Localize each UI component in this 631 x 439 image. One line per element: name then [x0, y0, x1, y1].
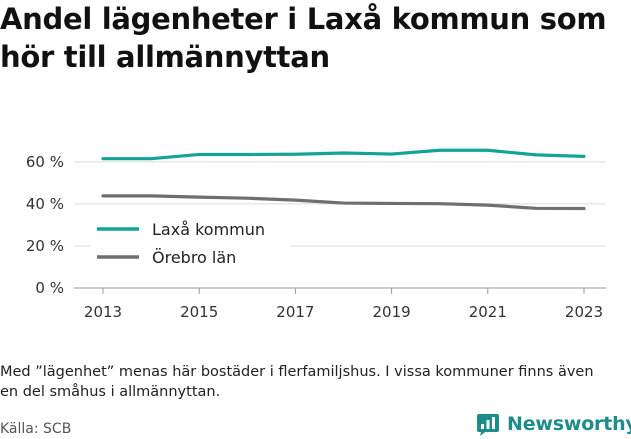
- brand-name: Newsworthy: [507, 413, 631, 435]
- chart-note: Med ”lägenhet” menas här bostäder i fler…: [0, 364, 594, 400]
- legend-background: [90, 215, 290, 273]
- legend: Laxå kommun Örebro län: [90, 215, 290, 273]
- x-axis: 2013 2015 2017 2019 2021 2023: [84, 288, 603, 321]
- y-tick-label: 40 %: [26, 195, 64, 213]
- chart-title: Andel lägenheter i Laxå kommun som hör t…: [0, 2, 607, 74]
- line-chart: 0 % 20 % 40 % 60 % 2013 2015 2017 2019 2021 2023…: [26, 148, 606, 321]
- x-tick-label: 2021: [469, 303, 507, 321]
- series-line-1: [101, 194, 586, 211]
- x-tick-label: 2015: [180, 303, 218, 321]
- bar-chart-logo-icon: [477, 414, 499, 436]
- legend-label: Örebro län: [152, 248, 236, 267]
- y-tick-label: 60 %: [26, 153, 64, 171]
- x-tick-label: 2013: [84, 303, 122, 321]
- source-label: Källa: SCB: [0, 421, 72, 437]
- x-tick-label: 2019: [373, 303, 411, 321]
- y-axis-ticks: 0 % 20 % 40 % 60 %: [26, 153, 64, 297]
- y-tick-label: 0 %: [35, 279, 64, 297]
- series-lines: [101, 148, 586, 211]
- series-line-0: [101, 148, 586, 161]
- brand-logo: Newsworthy: [476, 409, 631, 439]
- x-tick-label: 2017: [276, 303, 314, 321]
- y-tick-label: 20 %: [26, 237, 64, 255]
- x-tick-label: 2023: [565, 303, 603, 321]
- legend-label: Laxå kommun: [152, 220, 265, 239]
